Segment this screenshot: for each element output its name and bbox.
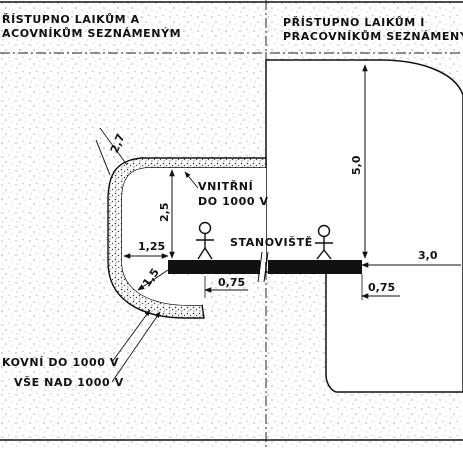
vnitrni-label-line1: VNITŘNÍ [198,180,254,193]
dim-1-25-label: 1,25 [138,240,166,253]
person-left-icon [196,221,214,260]
platform-break-1 [257,251,263,283]
stanoviste-label: STANOVIŠTĚ [230,236,313,249]
bottom-label-line1: KOVNÍ DO 1000 V [2,356,119,369]
platform-right [268,260,362,274]
dim-0-75-right-label: 0,75 [368,281,396,294]
person-right-icon [315,224,333,260]
left-inner-clearance [122,168,266,305]
bottom-label-line2: VŠE NAD 1000 V [14,376,124,389]
dim-2-7-line [95,139,111,176]
left-header-line1: ŘÍSTUPNO LAIKŮM A [2,13,140,26]
dim-2-5-label: 2,5 [158,202,171,223]
left-header-line2: ACOVNÍKŮM SEZNÁMENÝM [2,27,182,40]
bottom-leader-2 [111,311,161,383]
dim-3-0-label: 3,0 [418,249,438,262]
right-header-line1: PŘÍSTUPNO LAIKŮM I [283,16,425,29]
platform-left [168,260,260,274]
right-header-line2: PRACOVNÍKŮM SEZNÁMENÝM [283,30,463,43]
dim-1-5-line [137,269,169,291]
vnitrni-leader [184,171,199,189]
dim-0-75-left-label: 0,75 [218,276,246,289]
header-band [0,0,463,50]
platform-break-2 [263,251,269,283]
vnitrni-label-line2: DO 1000 V [198,195,269,208]
dim-5-0-label: 5,0 [350,155,363,176]
bottom-leader-1 [111,309,151,363]
dim-2-7-ext [99,127,128,166]
